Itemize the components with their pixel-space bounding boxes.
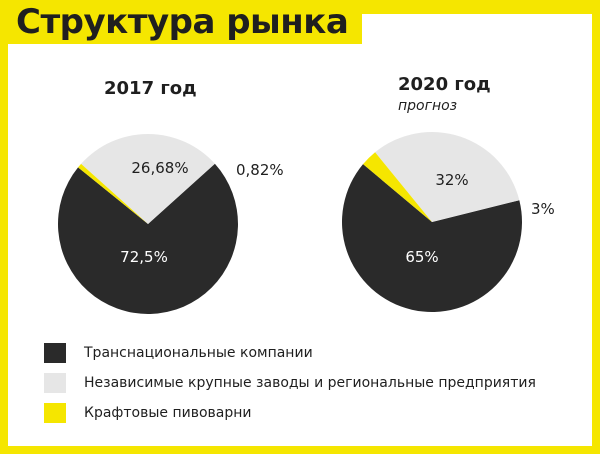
title-band xyxy=(0,0,362,44)
chart-2-title: 2020 год xyxy=(398,74,491,95)
legend-item-transnational: Транснациональные компании xyxy=(44,343,313,363)
legend-label: Транснациональные компании xyxy=(84,345,313,361)
chart-1-title: 2017 год xyxy=(104,78,197,99)
pie-2-slice-3 xyxy=(363,152,432,222)
pie-2-label-2: 32% xyxy=(435,171,468,189)
pie-1-label-3: 0,82% xyxy=(236,161,284,179)
pie-2-label-1: 65% xyxy=(405,248,438,266)
legend-label: Крафтовые пивоварни xyxy=(84,405,252,421)
pie-1-slice-3 xyxy=(78,163,148,224)
legend-label: Независимые крупные заводы и региональны… xyxy=(84,375,536,391)
legend-swatch xyxy=(44,373,66,393)
pie-2-slice-1 xyxy=(341,164,522,312)
pie-2-label-3: 3% xyxy=(531,200,555,218)
pie-1-slice-1 xyxy=(58,163,239,314)
legend-swatch xyxy=(44,343,66,363)
pie-1-label-2: 26,68% xyxy=(131,159,188,177)
title-band-strip xyxy=(362,0,600,14)
chart-2-subtitle: прогноз xyxy=(398,98,458,114)
pie-2-slice-2 xyxy=(375,132,520,222)
pie-1-label-1: 72,5% xyxy=(120,248,168,266)
page-title: Структура рынка xyxy=(16,2,349,42)
legend-swatch xyxy=(44,403,66,423)
legend-item-craft: Крафтовые пивоварни xyxy=(44,403,252,423)
pie-1-slice-2 xyxy=(81,133,215,224)
legend-item-independent: Независимые крупные заводы и региональны… xyxy=(44,373,536,393)
